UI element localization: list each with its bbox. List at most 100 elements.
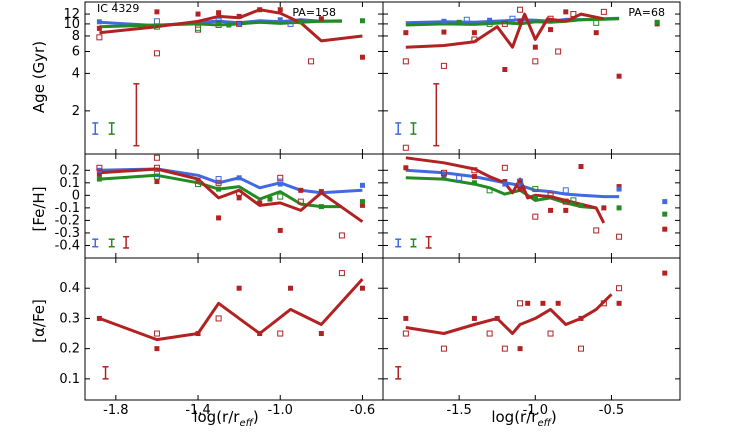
data-point-filled-red [662,226,668,232]
data-point-open-red [555,48,562,55]
data-point-filled-green [359,199,365,205]
data-point-open-red [440,62,447,69]
data-point-filled-blue [616,186,622,192]
data-point-open-green [486,20,493,27]
data-point-filled-red [96,315,102,321]
series-line-red [99,167,364,223]
data-point-filled-red [96,25,102,31]
pa-annotation-right: PA=68 [628,6,665,19]
data-point-filled-red [540,300,546,306]
data-point-open-red [600,300,607,307]
series-line-red [405,12,605,49]
data-point-filled-green [226,22,232,28]
data-point-filled-red [616,73,622,79]
data-point-filled-red [616,184,622,190]
x-tick-label-right: -0.5 [599,403,624,418]
data-point-open-red [532,58,539,65]
data-point-open-red [570,11,577,18]
data-point-open-green [277,193,284,200]
data-point-filled-blue [502,181,508,187]
data-point-open-red [501,164,508,171]
data-point-open-green [195,181,202,188]
data-point-filled-red [236,285,242,291]
y-tick-label-feh: 0.1 [59,176,80,191]
y-tick-label-afe: 0.3 [59,311,80,326]
data-point-filled-blue [487,17,493,23]
data-point-open-red [578,345,584,352]
panel-frame-feh-right [382,153,681,259]
data-point-filled-green [216,186,222,192]
data-point-filled-green [616,205,622,211]
data-point-open-red [547,15,554,22]
data-point-open-red [153,330,160,337]
data-point-filled-red [517,346,523,352]
data-point-open-red [153,50,160,57]
data-point-open-red [517,300,524,307]
data-point-open-blue [456,174,463,181]
y-tick-label-age: 4 [72,66,80,81]
data-point-open-red [517,6,524,13]
x-tick-label-left: -1.4 [185,403,210,418]
data-point-open-green [570,197,577,204]
data-point-filled-green [318,204,324,210]
data-point-filled-red [403,315,409,321]
data-point-filled-red [216,10,222,16]
data-point-open-red [308,58,315,65]
data-point-open-red [236,20,243,27]
data-point-open-red [532,213,539,220]
data-point-open-red [616,285,623,292]
data-point-filled-red [195,11,201,17]
data-point-filled-red [403,30,409,36]
data-point-open-green [532,186,539,193]
data-point-open-red [297,198,304,205]
y-tick-label-feh: 0 [72,188,80,203]
data-point-filled-red [277,227,283,233]
x-tick-label-right: -1.5 [446,403,471,418]
data-marks [92,6,668,380]
series-line-blue [405,168,620,199]
data-point-filled-red [662,270,668,276]
data-point-open-red [547,192,554,199]
x-tick-label-left: -1.8 [103,403,128,418]
data-point-open-red [600,8,607,15]
tick-marks [85,2,680,400]
y-tick-label-feh: -0.2 [55,213,80,228]
data-point-filled-green [96,176,102,182]
galaxy-name: IC 4329 [97,2,139,15]
y-tick-label-age: 2 [72,104,80,119]
data-point-filled-red [154,9,160,15]
y-axis-title-feh: [Fe/H] [30,186,48,231]
y-tick-label-afe: 0.2 [59,342,80,357]
data-point-open-red [471,167,478,174]
data-point-open-green [593,19,600,26]
data-point-filled-red [471,174,477,180]
data-point-open-blue [277,178,284,185]
data-point-open-red [440,345,447,352]
data-point-open-red [402,144,409,151]
data-point-filled-red [548,27,554,33]
data-point-filled-red [441,29,447,35]
series-line-green [405,17,620,27]
data-point-filled-green [654,19,660,25]
data-point-filled-green [359,18,365,24]
series-line-red [405,156,606,224]
data-point-filled-blue [236,175,242,181]
data-point-filled-green [298,19,304,25]
data-point-filled-red [593,30,599,36]
data-point-filled-red [298,187,304,193]
data-point-open-blue [287,20,294,27]
y-tick-label-age: 12 [63,7,80,22]
data-point-open-green [153,23,160,30]
data-point-filled-red [403,165,409,171]
data-point-open-blue [215,176,222,183]
x-tick-label-left: -0.6 [350,403,375,418]
pa-annotation-left: PA=158 [292,6,336,19]
data-point-open-red [215,179,222,186]
data-point-filled-red [318,331,324,337]
data-point-filled-red [578,315,584,321]
data-point-open-blue [215,17,222,24]
data-point-open-red [153,164,160,171]
tick-labels: 24681012-0.4-0.3-0.2-0.100.10.20.10.20.3… [55,7,625,418]
data-point-open-red [215,315,222,322]
